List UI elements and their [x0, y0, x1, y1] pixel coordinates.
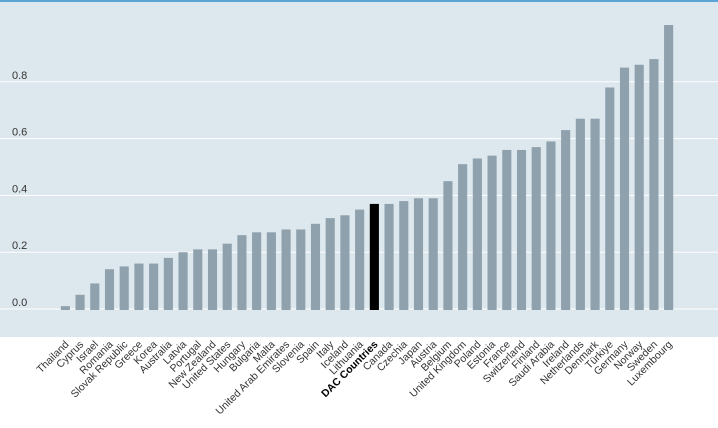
bar — [458, 164, 468, 310]
bar — [90, 283, 100, 310]
bar — [590, 118, 600, 310]
bar — [163, 257, 173, 310]
bar — [561, 130, 571, 310]
bar — [60, 306, 70, 310]
bar — [649, 59, 659, 310]
bar — [207, 249, 218, 310]
bar — [134, 263, 144, 310]
y-tick-label: 0.0 — [12, 297, 27, 309]
bar — [104, 269, 115, 310]
bar — [237, 235, 247, 310]
y-tick-label: 0.8 — [12, 70, 27, 82]
bar — [502, 149, 512, 310]
bar — [516, 149, 527, 310]
bar — [399, 201, 409, 310]
bar — [472, 158, 482, 310]
bar — [178, 252, 188, 310]
bar — [149, 263, 159, 310]
bar — [531, 147, 541, 310]
y-axis: 0.0 0.2 0.4 0.6 0.8 — [12, 70, 27, 309]
bar — [487, 155, 497, 310]
bar — [75, 294, 85, 310]
bar — [443, 181, 453, 310]
y-tick-label: 0.6 — [12, 127, 27, 139]
bar — [413, 198, 424, 310]
bar — [428, 198, 438, 310]
bar — [355, 209, 365, 310]
bar — [634, 64, 644, 310]
y-tick-label: 0.2 — [12, 240, 27, 252]
bar — [340, 215, 350, 310]
bar — [325, 218, 335, 310]
bar — [575, 118, 585, 310]
bar — [252, 232, 262, 310]
bar — [546, 141, 556, 310]
bar — [664, 25, 674, 310]
bar — [310, 223, 321, 310]
bar — [266, 232, 276, 310]
bar — [119, 266, 129, 310]
bar — [605, 87, 615, 310]
y-tick-label: 0.4 — [12, 183, 27, 195]
bar — [222, 243, 232, 310]
bar — [619, 67, 630, 310]
bar — [193, 249, 203, 310]
bars — [60, 25, 674, 310]
bar — [384, 203, 394, 310]
bar — [281, 229, 291, 310]
bar — [296, 229, 306, 310]
bar-highlight — [369, 203, 379, 310]
